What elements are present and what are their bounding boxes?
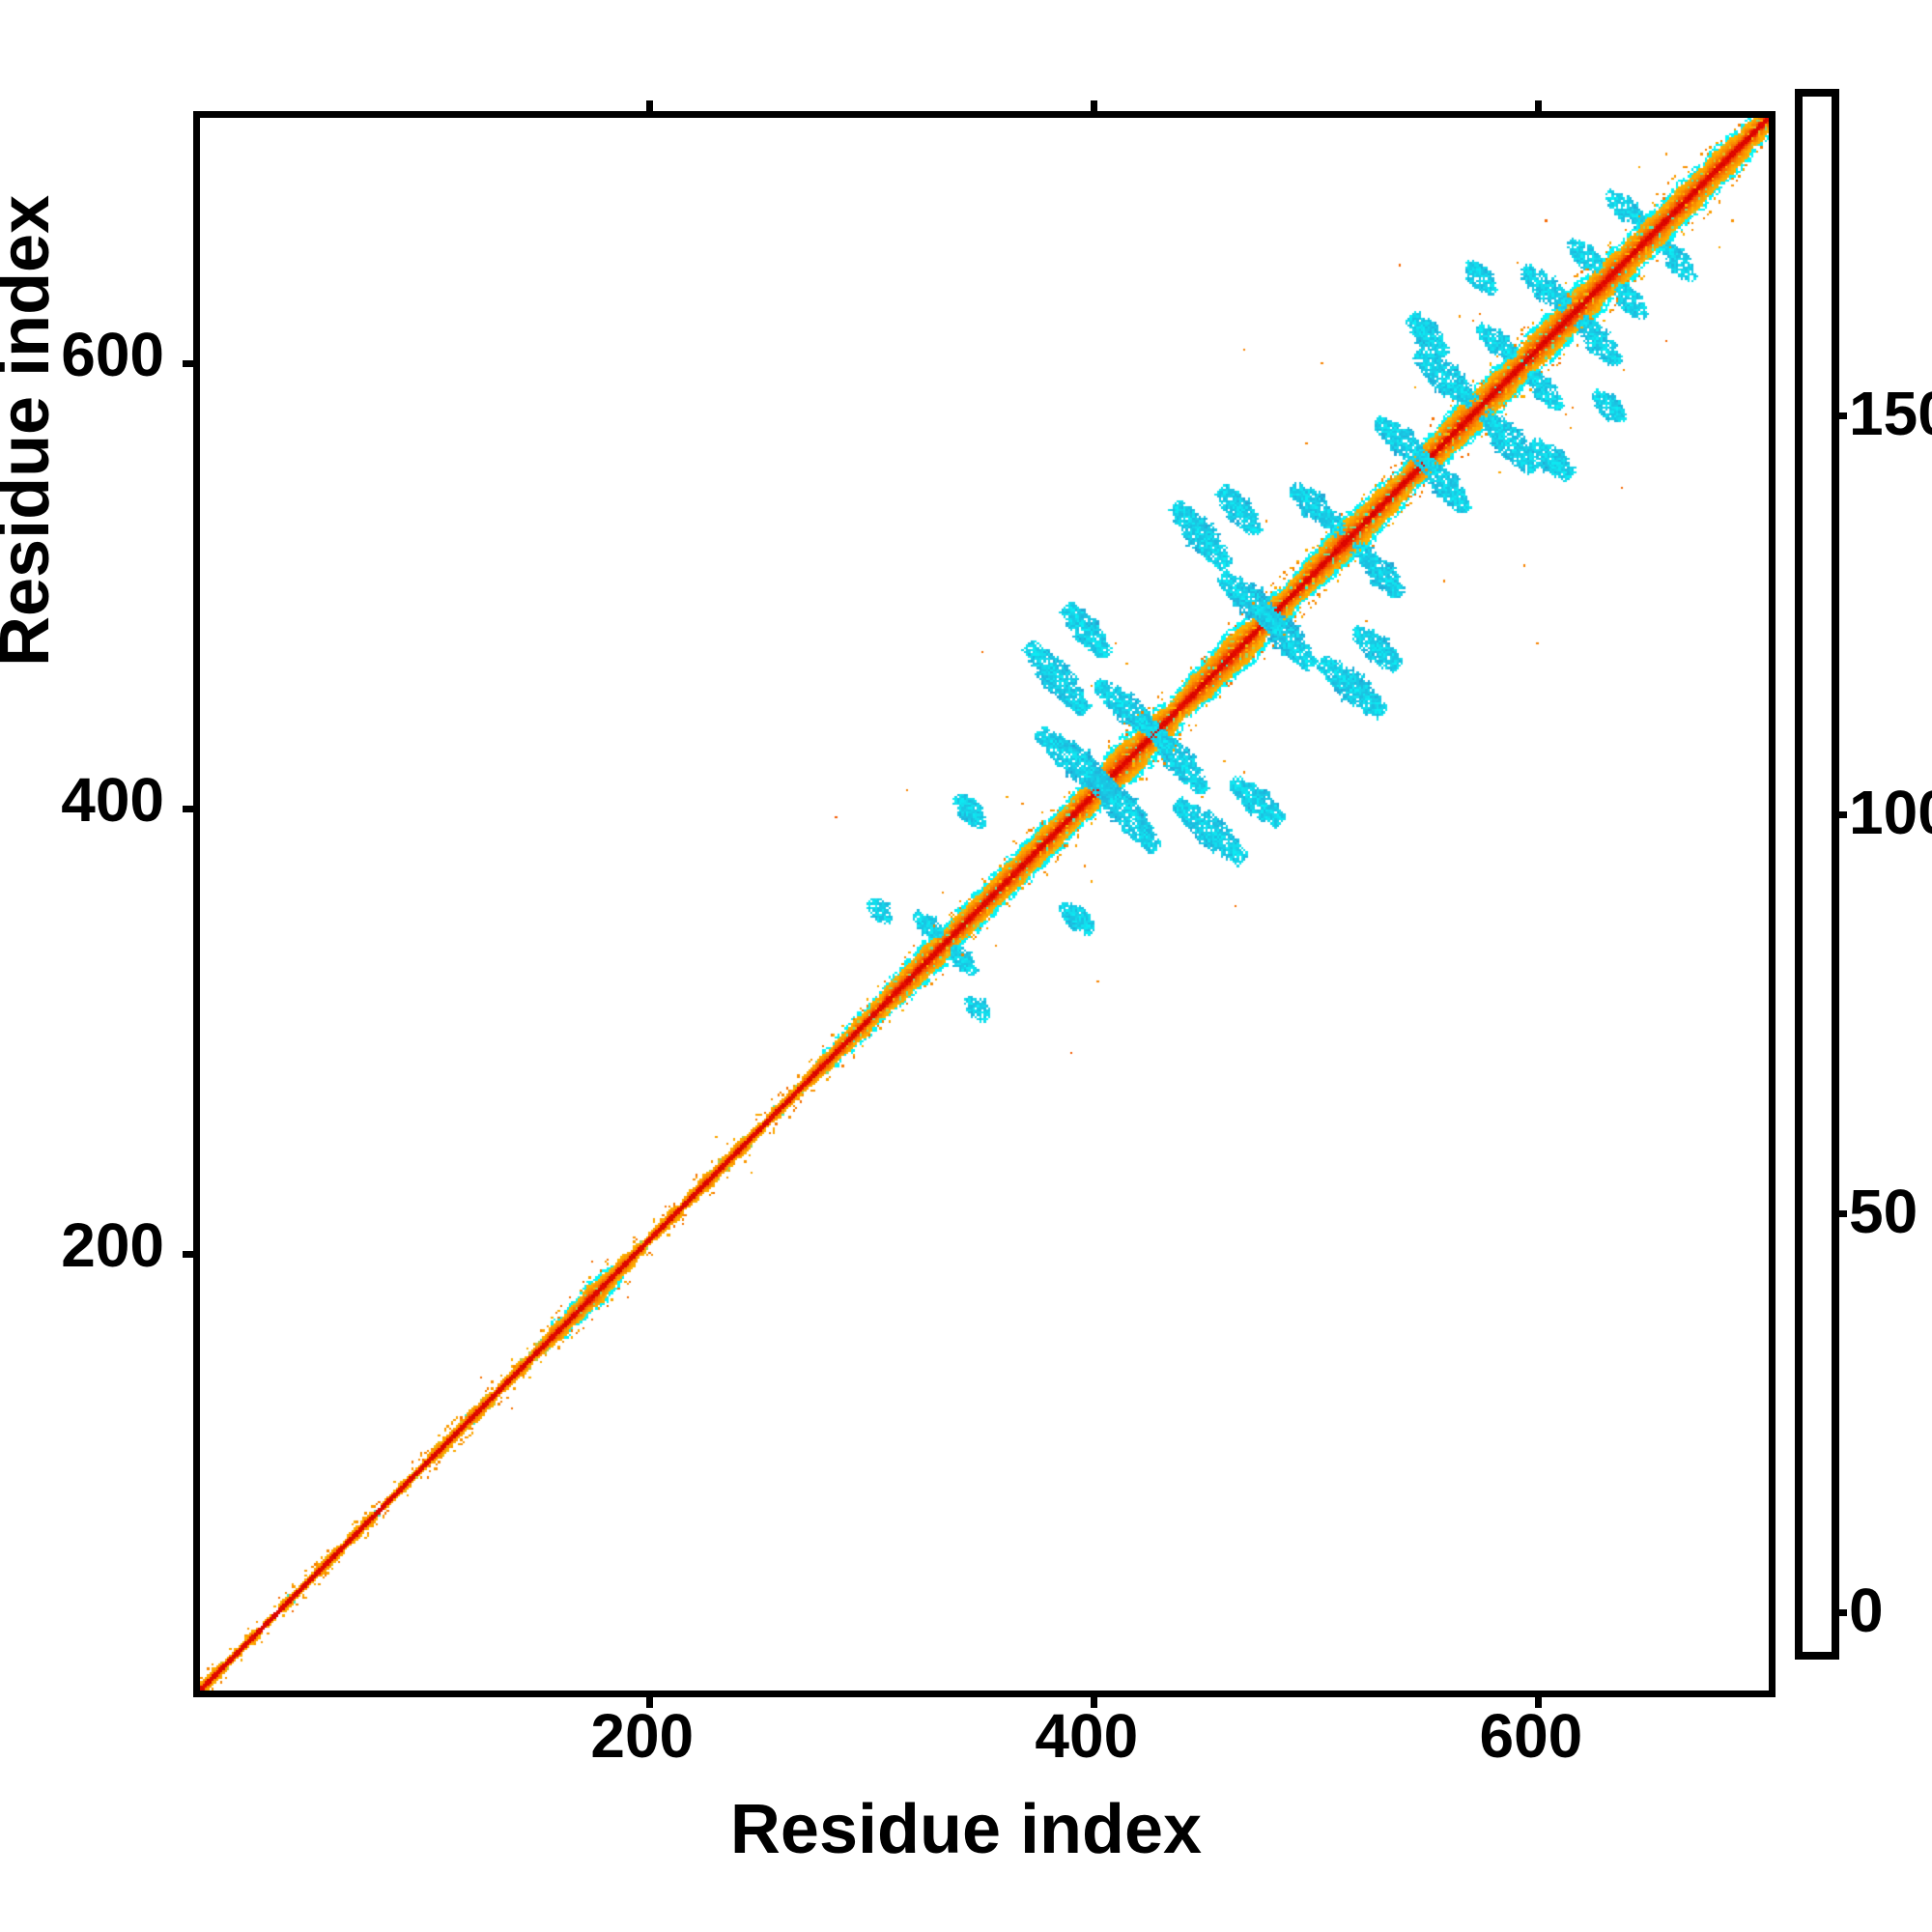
colorbar-tick <box>1832 811 1847 819</box>
y-axis-tick-label: 200 <box>61 1210 164 1281</box>
colorbar-tick <box>1832 412 1847 420</box>
x-axis-title: Residue index <box>729 1791 1203 1868</box>
x-axis-tick-label: 200 <box>590 1701 695 1771</box>
colorbar-tick-label: 50 <box>1849 1176 1918 1246</box>
colorbar-tick-label: 100 <box>1849 778 1932 848</box>
x-axis-tick <box>1534 1690 1542 1708</box>
x-axis-tick-top <box>1534 100 1542 118</box>
x-axis-tick <box>1090 1690 1097 1708</box>
plot-area <box>183 100 1776 1708</box>
x-axis-tick-top <box>1090 100 1097 118</box>
y-axis-tick-label: 600 <box>61 319 164 389</box>
colorbar-tick <box>1832 1608 1847 1616</box>
x-axis-tick <box>645 1690 653 1708</box>
y-axis-tick <box>183 805 200 812</box>
colorbar-tick-label: 150 <box>1849 379 1932 449</box>
x-axis-tick-label: 600 <box>1479 1701 1583 1771</box>
colorbar-frame <box>1795 89 1839 1660</box>
y-axis-tick-label: 400 <box>61 764 164 835</box>
y-axis-title: Residue index <box>0 194 64 667</box>
x-axis-tick-label: 400 <box>1035 1701 1139 1771</box>
y-axis-tick <box>183 359 200 367</box>
colorbar-tick <box>1832 1209 1847 1217</box>
y-axis-tick <box>183 1251 200 1259</box>
colorbar: 0 50 100 150 <box>1795 89 1932 1660</box>
distance-map-heatmap <box>200 118 1769 1690</box>
colorbar-tick-label: 0 <box>1849 1575 1884 1645</box>
x-axis-tick-top <box>645 100 653 118</box>
